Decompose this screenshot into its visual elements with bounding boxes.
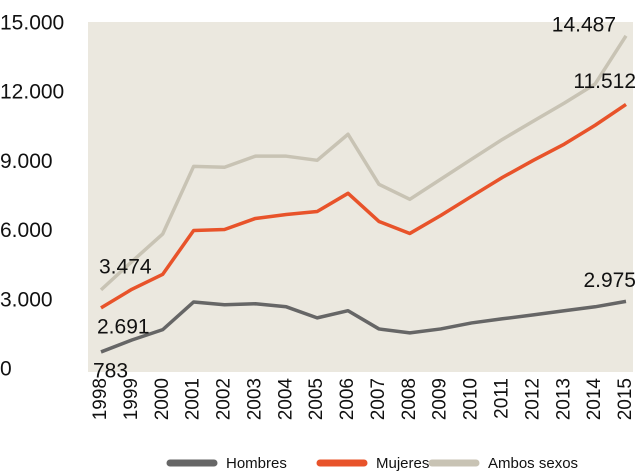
value-label: 11.512 bbox=[573, 70, 636, 93]
x-tick-label: 2009 bbox=[430, 378, 451, 420]
series-line bbox=[100, 103, 627, 310]
series-line bbox=[100, 299, 627, 354]
x-tick-label: 2015 bbox=[615, 378, 636, 420]
value-label: 783 bbox=[93, 359, 128, 382]
y-tick-label: 3.000 bbox=[0, 288, 53, 311]
x-tick-label: 1999 bbox=[121, 378, 142, 420]
x-tick-label: 2005 bbox=[306, 378, 327, 420]
x-tick-label: 2001 bbox=[183, 378, 204, 420]
legend-label: Mujeres bbox=[376, 455, 429, 472]
series-line bbox=[99, 34, 628, 292]
x-tick-label: 2013 bbox=[553, 378, 574, 420]
y-tick-label: 15.000 bbox=[0, 12, 64, 35]
x-tick-label: 2000 bbox=[152, 378, 173, 420]
x-tick-label: 2002 bbox=[214, 378, 235, 420]
x-tick-label: 2007 bbox=[368, 378, 389, 420]
legend-label: Hombres bbox=[226, 455, 287, 472]
x-tick-label: 2004 bbox=[275, 378, 296, 421]
value-label: 3.474 bbox=[99, 255, 152, 278]
x-tick-label: 2006 bbox=[337, 378, 358, 420]
x-tick-label: 2010 bbox=[461, 378, 482, 420]
x-tick-label: 2011 bbox=[491, 378, 512, 419]
value-label: 2.691 bbox=[97, 315, 150, 338]
x-tick-label: 2008 bbox=[399, 378, 420, 420]
y-tick-label: 9.000 bbox=[0, 150, 53, 173]
x-tick-label: 2012 bbox=[522, 378, 543, 420]
legend-label: Ambos sexos bbox=[488, 455, 578, 472]
y-tick-label: 6.000 bbox=[0, 219, 53, 242]
y-tick-label: 12.000 bbox=[0, 81, 64, 104]
x-tick-label: 2003 bbox=[244, 378, 265, 420]
value-label: 2.975 bbox=[583, 269, 636, 292]
value-label: 14.487 bbox=[552, 13, 616, 36]
y-tick-label: 0 bbox=[0, 358, 12, 381]
x-tick-label: 1998 bbox=[90, 378, 111, 420]
x-tick-label: 2014 bbox=[584, 378, 605, 421]
